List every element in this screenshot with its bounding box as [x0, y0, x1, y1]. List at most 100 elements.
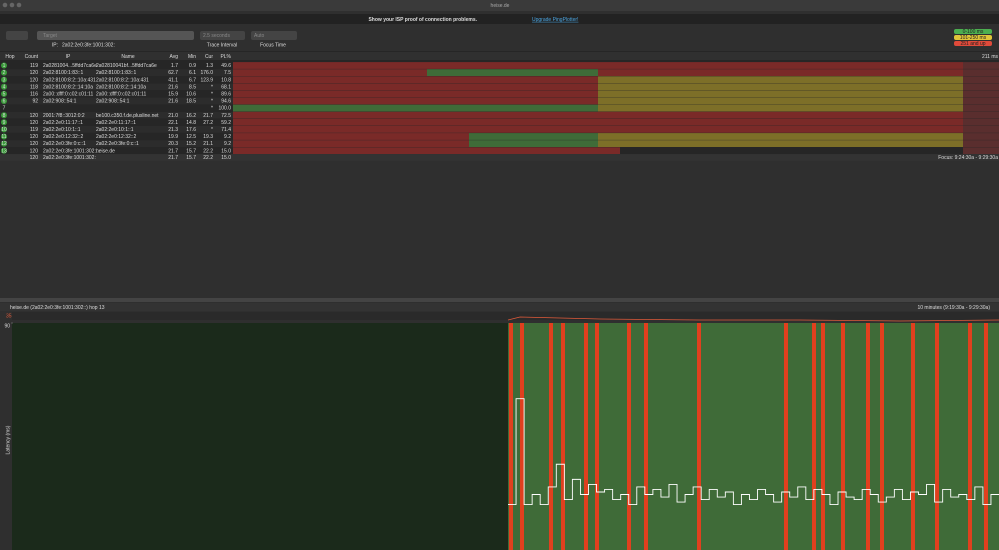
timeline-segment	[598, 69, 963, 76]
timeline-segment	[598, 83, 963, 91]
hop-badge	[1, 140, 7, 147]
timeline-segment	[963, 83, 999, 91]
timeline-segment	[469, 133, 598, 140]
title-bar	[0, 0, 999, 11]
timeline-segment	[963, 140, 999, 147]
packet-loss-bar	[880, 323, 884, 550]
table-cell: 2a02:8100:1:83::1	[96, 70, 137, 76]
overview-strip	[12, 312, 999, 320]
packet-loss-bar	[644, 323, 648, 550]
legend-label: 101-250 ms	[960, 35, 987, 41]
zoom-button[interactable]	[16, 2, 22, 8]
packet-loss-bar	[595, 323, 599, 550]
table-cell: 9	[3, 120, 6, 126]
timeline-segment	[233, 97, 598, 105]
table-cell: 16.2	[186, 113, 196, 119]
summary-cell: 2a02:2e0:3fe:1001:302:	[43, 155, 96, 161]
row-background	[0, 90, 233, 98]
table-cell: 1.3	[206, 63, 213, 69]
legend-label: 251 and up	[960, 41, 985, 47]
row-background	[0, 126, 233, 133]
table-cell: 120	[30, 141, 39, 147]
column-header: Name	[121, 54, 135, 60]
table-cell: 6	[3, 99, 6, 105]
table-cell: heise.de	[96, 148, 115, 154]
focus-value: Auto	[254, 33, 265, 39]
splitter[interactable]	[0, 298, 999, 302]
target-input[interactable]	[37, 31, 194, 40]
table-cell: 15.9	[168, 92, 178, 98]
packet-loss-bar	[549, 323, 553, 550]
legend-red	[954, 41, 992, 46]
table-cell: 120	[30, 77, 39, 83]
packet-loss-bar	[935, 323, 939, 550]
packet-loss-bar	[509, 323, 513, 550]
summary-cell: 22.2	[203, 155, 213, 161]
table-cell: 71.4	[221, 127, 231, 133]
table-cell: 17.6	[186, 127, 196, 133]
table-cell: 2	[3, 70, 6, 76]
timeline-segment	[963, 111, 999, 119]
table-cell: 2a02:2e0:3fe:1001:302:...	[43, 148, 100, 154]
row-background	[0, 140, 233, 147]
graph-empty-area	[12, 323, 508, 550]
table-cell: 2a02:908::54:1	[96, 99, 130, 105]
row-background	[0, 104, 233, 112]
packet-loss-bar	[584, 323, 588, 550]
timeline-segment	[963, 118, 999, 126]
table-cell: 0.9	[189, 63, 196, 69]
table-cell: 22.2	[203, 148, 213, 154]
timeline-segment	[963, 147, 999, 155]
upgrade-link[interactable]: Upgrade PingPlotter!	[532, 17, 578, 23]
row-background	[0, 147, 233, 155]
graph-area	[508, 323, 999, 550]
banner	[0, 14, 999, 24]
table-cell: 41.1	[168, 77, 178, 83]
table-cell: 100.0	[218, 106, 231, 112]
table-cell: 1.7	[171, 63, 178, 69]
hop-badge	[1, 119, 7, 126]
start-button[interactable]	[6, 31, 28, 40]
y-tick-label: 90	[4, 323, 10, 329]
table-cell: 2a00::dfff:0:c02:c01:11	[96, 92, 147, 98]
table-cell: 7	[3, 106, 6, 112]
table-cell: 21.0	[168, 113, 178, 119]
focus-label: Focus Time	[260, 42, 286, 48]
table-cell: 21.6	[168, 84, 178, 90]
table-cell: 15.7	[186, 148, 196, 154]
table-cell: 49.6	[221, 63, 231, 69]
column-header: PL%	[220, 54, 231, 60]
hop-badge	[1, 62, 7, 69]
timeline-segment	[233, 90, 598, 98]
table-cell: *	[211, 92, 213, 98]
packet-loss-bar	[697, 323, 701, 550]
summary-cell: 120	[30, 155, 39, 161]
timeline-segment	[963, 76, 999, 84]
timeline-segment	[598, 76, 963, 84]
timeline-segment	[963, 104, 999, 112]
close-button[interactable]	[2, 2, 8, 8]
interval-select[interactable]	[200, 31, 245, 40]
table-cell: 2a02:2e0:10:1::1	[43, 127, 81, 133]
table-cell: 116	[30, 92, 38, 98]
table-cell: 2001:7f8::3012:0:2	[43, 113, 85, 119]
focus-select[interactable]	[251, 31, 297, 40]
packet-loss-bar	[784, 323, 788, 550]
table-cell: *	[211, 84, 213, 90]
table-cell: *	[211, 106, 213, 112]
table-cell: 120	[30, 70, 39, 76]
timeline-segment	[233, 140, 469, 147]
table-cell: 15.0	[221, 148, 231, 154]
ip-value: 2a02:2e0:3fe:1001:302:	[62, 42, 115, 48]
table-cell: 92	[32, 99, 38, 105]
table-cell: 59.2	[221, 120, 231, 126]
table-cell: 15.2	[186, 141, 196, 147]
table-cell: 2a02:2e0:12:32::2	[43, 134, 84, 140]
table-cell: 19.9	[168, 134, 178, 140]
table-cell: 119	[30, 127, 38, 133]
table-cell: 21.6	[168, 99, 178, 105]
minimize-button[interactable]	[9, 2, 15, 8]
table-cell: 120	[30, 120, 39, 126]
table-cell: 13	[1, 148, 7, 154]
table-cell: 10.8	[221, 77, 231, 83]
